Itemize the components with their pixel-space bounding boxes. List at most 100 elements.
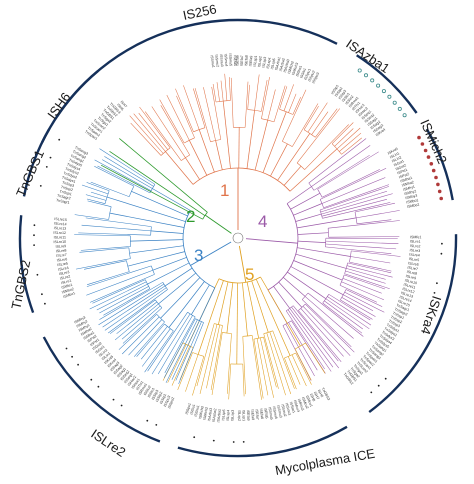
- clade-1-leaf-branch: [307, 102, 328, 133]
- clade-1-leaf-branch: [159, 99, 185, 144]
- leaf-label: TnSdys1: [386, 323, 400, 334]
- clade-4-leaf-branch: [356, 219, 392, 225]
- leaf-label: ISLre6: [57, 257, 68, 262]
- clade-2-connector: [202, 212, 208, 220]
- clade-4-branch: [297, 217, 357, 229]
- clade-4-leaf-branch: [322, 302, 363, 334]
- leaf-label: ISMfe1: [61, 283, 73, 290]
- dot-marker: [242, 441, 245, 443]
- leaf-label: ISStp1: [330, 84, 339, 95]
- clade-5-branch: [260, 276, 301, 347]
- clade-4-leaf-branch: [321, 193, 393, 215]
- leaf-label: ISThi1: [351, 101, 361, 111]
- clade-4-leaf-branch: [342, 278, 382, 294]
- clade-3-connector: [182, 210, 215, 289]
- clade-1-branch: [246, 110, 255, 169]
- leaf-label: ISPst1: [397, 168, 408, 176]
- clade-numbers: 1 2 3 4 5: [186, 181, 267, 284]
- dot-marker: [146, 419, 149, 422]
- leaf-label: ISMha2: [401, 180, 414, 188]
- clade-1-branch: [283, 165, 302, 186]
- clade-4-branch: [273, 286, 291, 309]
- clade-1-leaf-branch: [331, 122, 354, 144]
- clade-5-leaf-branch: [266, 332, 286, 396]
- leaf-label: ISMhy1: [78, 323, 91, 333]
- clade-1-sub-connector: [181, 154, 190, 161]
- clade-3-sub-connector: [126, 260, 130, 272]
- clade-2-branch: [100, 164, 203, 220]
- leaf-label: ISSag3: [109, 361, 120, 372]
- clade-3-leaf-branch: [87, 200, 112, 207]
- clade-3-leaf-branch: [144, 330, 174, 373]
- leaf-label: ISPst2: [87, 334, 98, 343]
- leaf-label: ISSeq1: [123, 372, 133, 384]
- clade-4-leaf-branch: [311, 145, 371, 187]
- leaf-label: ISSeq2: [120, 370, 131, 382]
- leaf-label: TnSagr1: [56, 198, 70, 205]
- clade-5-leaf-branch: [167, 344, 187, 383]
- leaf-label: TnSdys2: [63, 171, 78, 180]
- dot-marker: [433, 292, 436, 294]
- filled-circle-marker: [417, 135, 421, 140]
- filled-circle-marker: [431, 168, 436, 173]
- leaf-label: ISH7: [120, 100, 128, 109]
- leaf-label: TnGBS2: [343, 372, 355, 385]
- clade-3-branch: [191, 284, 210, 315]
- clade-3-leaf-branch: [133, 321, 165, 357]
- clade-4-leaf-branch: [289, 308, 334, 368]
- clade-1-leaf-branch: [193, 88, 206, 128]
- leaf-label: ISStp1: [159, 393, 167, 404]
- clade-4-leaf-branch: [325, 243, 397, 250]
- clade-3-leaf-branch: [102, 285, 166, 328]
- open-circle-marker: [376, 83, 381, 88]
- clade-3-leaf-branch: [109, 299, 156, 334]
- clade-5-sub-connector: [192, 352, 204, 357]
- clade-2-branch: [109, 150, 206, 216]
- clade-4-sub-connector: [317, 189, 323, 198]
- leaf-label: ISMhy3: [74, 315, 87, 324]
- clade-1-sub-connector: [303, 129, 316, 138]
- clade-1-leaf-branch: [166, 94, 190, 141]
- clade-5-leaf-branch: [287, 356, 301, 385]
- clade-3-branch: [199, 287, 216, 321]
- dot-marker: [440, 252, 443, 255]
- leaf-label: TnSsp2: [390, 315, 403, 324]
- clade-3-leaf-branch: [94, 166, 135, 187]
- clade-4-branch: [297, 240, 326, 243]
- clade-1-branch: [165, 151, 194, 185]
- leaf-label: ISLre3: [409, 248, 420, 253]
- leaf-label: TnGBS1: [346, 369, 358, 382]
- leaf-label: ISLre15: [397, 299, 410, 307]
- leaf-label: ISMhy1: [403, 185, 416, 192]
- clade-3-leaf-branch: [157, 315, 193, 375]
- leaf-label: ISAzba1: [274, 57, 281, 71]
- clade-4-leaf-branch: [321, 199, 387, 217]
- clade-1-leaf-branch: [133, 113, 166, 152]
- clade-4-leaf-branch: [340, 299, 373, 320]
- leaf-label: ISLin2: [98, 348, 108, 358]
- clade-1-leaf-branch: [151, 106, 186, 158]
- filled-circle-marker: [429, 162, 434, 166]
- family-arc-ring: [18, 18, 458, 458]
- clade-5-leaf-branch: [242, 363, 245, 397]
- leaf-label: ISLsp5: [221, 409, 226, 420]
- family-arc-ismich2: [425, 128, 454, 201]
- clade-3-leaf-branch: [81, 184, 109, 195]
- clade-3-leaf-branch: [98, 283, 165, 326]
- clade-4-leaf-branch: [347, 262, 392, 274]
- leaf-label: ISSpu1: [303, 68, 311, 80]
- clade-3-leaf-branch: [147, 312, 188, 372]
- leaf-label: ISSmu5: [228, 53, 233, 66]
- clade-1-leaf-branch: [279, 86, 288, 110]
- leaf-label: ISLre1: [410, 240, 421, 244]
- clade-4-branch: [293, 203, 323, 216]
- clade-1-leaf-branch: [230, 77, 234, 128]
- clade-5-leaf-branch: [294, 348, 312, 381]
- clade-1-branch: [215, 140, 223, 170]
- clade-1-sub-connector: [282, 141, 293, 147]
- filled-circle-marker: [434, 175, 438, 180]
- clade-1-branch: [277, 133, 311, 181]
- clade-4-leaf-branch: [320, 190, 388, 213]
- leaf-label: ISSmu5: [268, 407, 274, 420]
